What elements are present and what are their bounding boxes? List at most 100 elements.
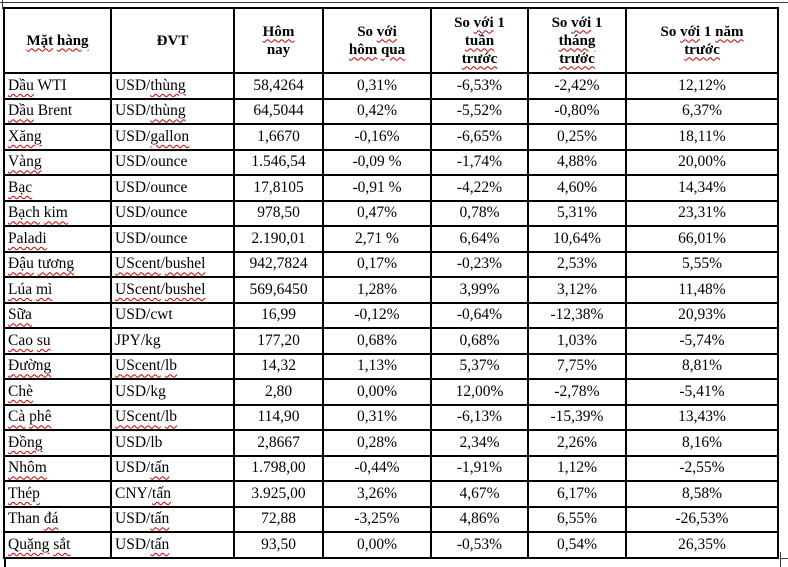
table-row: Bạc USD/ounce 17,8105 -0,91 % -4,22% 4,60% 14,… bbox=[3, 174, 779, 202]
text-segment: 93,50 bbox=[261, 535, 296, 553]
cell-unit: USD/kg bbox=[110, 378, 235, 406]
table-row: Đồng USD/lb 2,8667 0,28% 2,34% 2,26% 8,16% bbox=[3, 429, 779, 457]
cell-unit: UScent/bushel bbox=[110, 250, 235, 278]
text-segment: 1 bbox=[497, 14, 505, 31]
misspelled-word: qua bbox=[380, 41, 406, 58]
cell-unit: UScent/lb bbox=[110, 403, 235, 431]
text-segment: WTI bbox=[37, 76, 67, 94]
text-segment: 2,80 bbox=[264, 382, 293, 400]
text-segment: lb bbox=[150, 433, 163, 451]
text-segment: 0,47% bbox=[356, 204, 398, 222]
cell-vs_yesterday: 1,13% bbox=[322, 352, 432, 380]
cell-unit: USD/thùng bbox=[110, 97, 235, 125]
cell-vs_month: 2,53% bbox=[527, 250, 627, 278]
text-segment: 1.798,00 bbox=[251, 459, 306, 477]
text-segment: kg bbox=[145, 331, 161, 349]
table-row: Thép CNY/tấn 3.925,00 3,26% 4,67% 6,17% 8,58% bbox=[3, 480, 779, 508]
misspelled-word: với bbox=[680, 23, 701, 40]
cell-vs_week: -0,64% bbox=[430, 301, 529, 329]
text-segment: USD bbox=[115, 127, 147, 145]
cell-vs_week: -1,74% bbox=[430, 148, 529, 176]
cell-vs_year: 18,11% bbox=[625, 123, 779, 151]
cell-today: 177,20 bbox=[233, 327, 324, 355]
cell-today: 14,32 bbox=[233, 352, 324, 380]
cell-name: Bạch kim bbox=[3, 199, 112, 227]
outer-frame-top-border bbox=[0, 2, 788, 3]
misspelled-word: hôm bbox=[348, 41, 378, 58]
cell-vs_week: 6,64% bbox=[430, 225, 529, 253]
cell-vs_yesterday: 2,71 % bbox=[322, 225, 432, 253]
misspelled-word: sắt bbox=[53, 535, 71, 553]
misspelled-word: Thép bbox=[8, 484, 40, 502]
misspelled-word: Vàng bbox=[8, 153, 42, 171]
misspelled-word: tấn bbox=[150, 510, 170, 528]
text-segment: ounce bbox=[150, 204, 188, 222]
text-segment: USD bbox=[115, 433, 147, 451]
cell-name: Thép bbox=[3, 480, 112, 508]
misspelled-word: Bạc bbox=[8, 178, 33, 196]
text-segment: 12,00% bbox=[455, 382, 504, 400]
text-segment: 4,60% bbox=[556, 178, 598, 196]
text-segment: 0,00% bbox=[356, 382, 398, 400]
column-header-today: Hôm nay bbox=[233, 7, 324, 74]
misspelled-word: thùng bbox=[150, 76, 186, 94]
cell-vs_week: -6,65% bbox=[430, 123, 529, 151]
text-segment: -6,65% bbox=[456, 127, 503, 145]
text-segment: USD bbox=[115, 459, 147, 477]
cell-vs_year: 5,55% bbox=[625, 250, 779, 278]
table-row: Paladi USD/ounce 2.190,01 2,71 % 6,64% 10,64%… bbox=[3, 225, 779, 253]
cell-vs_year: 20,93% bbox=[625, 301, 779, 329]
text-segment: % bbox=[388, 178, 402, 196]
table-row: Chè USD/kg 2,80 0,00% 12,00% -2,78% -5,41% bbox=[3, 378, 779, 406]
cell-vs_yesterday: 0,47% bbox=[322, 199, 432, 227]
cell-vs_month: -0,80% bbox=[527, 97, 627, 125]
next-table-corner-horizontal bbox=[780, 558, 788, 559]
table-row: Cao su JPY/kg 177,20 0,68% 0,68% 1,03% -5,74% bbox=[3, 327, 779, 355]
text-segment: 2,71 bbox=[355, 229, 383, 247]
misspelled-word: tấn bbox=[150, 535, 170, 553]
cell-vs_yesterday: 0,00% bbox=[322, 378, 432, 406]
text-segment: -0,80% bbox=[554, 102, 600, 120]
cell-vs_year: 8,81% bbox=[625, 352, 779, 380]
table-row: Xăng USD/gallon 1,6670 -0,16% -6,65% 0,25% 18,… bbox=[3, 123, 779, 151]
table-body: Dầu WTI USD/thùng 58,4264 0,31% -6,53% -2,42%… bbox=[3, 72, 779, 559]
cell-vs_month: 7,75% bbox=[527, 352, 627, 380]
cell-unit: CNY/tấn bbox=[110, 480, 235, 508]
text-segment: 1.546,54 bbox=[251, 153, 306, 171]
table-header: Mặt hàng ĐVT Hôm nay So với hôm qua So với 1… bbox=[3, 7, 779, 74]
text-cursor bbox=[4, 559, 6, 567]
text-segment: -15,39% bbox=[550, 408, 604, 426]
misspelled-word: lb bbox=[164, 408, 178, 426]
cell-name: Đồng bbox=[3, 429, 112, 457]
text-segment: % bbox=[386, 229, 399, 247]
text-segment: 26,35% bbox=[678, 535, 726, 553]
text-segment: ounce bbox=[150, 178, 188, 196]
text-segment: % bbox=[388, 153, 402, 171]
text-segment: 58,4264 bbox=[253, 76, 304, 94]
text-segment: 1 bbox=[703, 23, 712, 40]
text-segment: kg bbox=[150, 382, 166, 400]
cell-unit: USD/tấn bbox=[110, 505, 235, 533]
cell-vs_week: 4,67% bbox=[430, 480, 529, 508]
text-segment: 17,8105 bbox=[253, 178, 304, 196]
cell-unit: USD/tấn bbox=[110, 454, 235, 482]
cell-vs_yesterday: -0,44% bbox=[322, 454, 432, 482]
cell-unit: USD/ounce bbox=[110, 199, 235, 227]
cell-name: Cao su bbox=[3, 327, 112, 355]
text-segment: 177,20 bbox=[257, 331, 300, 349]
cell-today: 1,6670 bbox=[233, 123, 324, 151]
cell-vs_yesterday: -3,25% bbox=[322, 505, 432, 533]
cell-vs_yesterday: 0,28% bbox=[322, 429, 432, 457]
cell-name: Lúa mì bbox=[3, 276, 112, 304]
cell-vs_yesterday: 0,42% bbox=[322, 97, 432, 125]
cell-name: Cà phê bbox=[3, 403, 112, 431]
cell-today: 569,6450 bbox=[233, 276, 324, 304]
misspelled-word: su bbox=[36, 331, 51, 349]
text-segment: 0,68% bbox=[356, 331, 398, 349]
cell-vs_month: 4,60% bbox=[527, 174, 627, 202]
cell-name: Sữa bbox=[3, 301, 112, 329]
text-segment: -0,09 bbox=[352, 153, 385, 171]
text-segment: USD bbox=[115, 204, 147, 222]
table-row: Sữa USD/cwt 16,99 -0,12% -0,64% -12,38% 20,93% bbox=[3, 301, 779, 329]
text-segment: 0,78% bbox=[459, 204, 500, 222]
